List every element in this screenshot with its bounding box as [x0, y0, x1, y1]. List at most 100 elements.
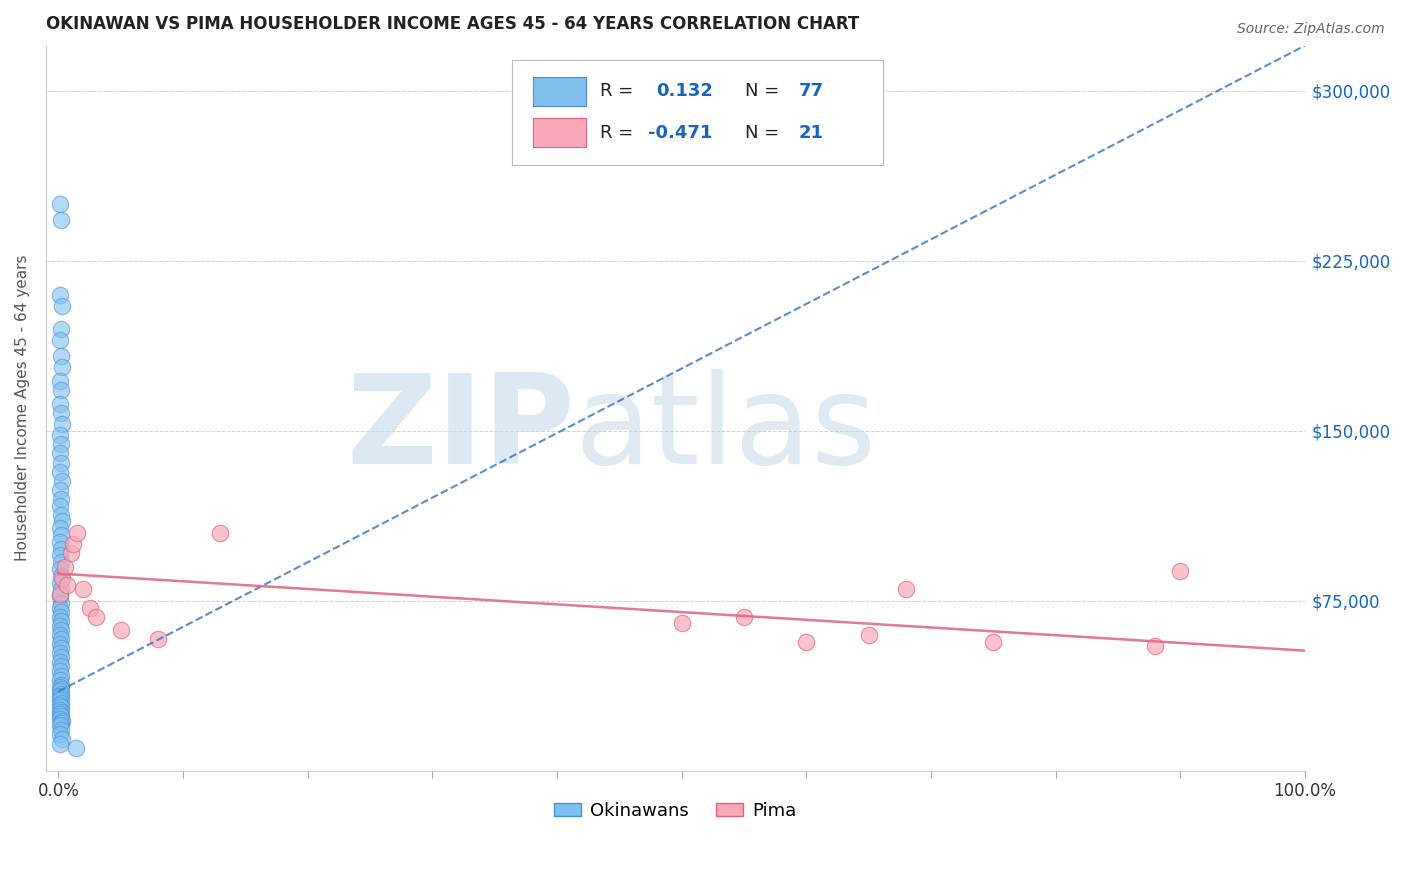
Point [49, 659, 72, 673]
Point [84, 609, 107, 624]
Point [894, 582, 917, 597]
Point [49, 596, 72, 610]
Point [51, 360, 73, 375]
Point [49, 691, 72, 706]
Point [49, 508, 72, 522]
Point [1168, 564, 1191, 578]
Text: Source: ZipAtlas.com: Source: ZipAtlas.com [1237, 22, 1385, 37]
Point [209, 525, 232, 540]
Point [49, 528, 72, 542]
Point [48, 589, 70, 603]
Point [48, 618, 70, 632]
FancyBboxPatch shape [512, 60, 883, 165]
Point [49, 682, 72, 697]
Point [48, 664, 70, 678]
Point [48, 600, 70, 615]
Point [49, 541, 72, 556]
Point [49, 687, 72, 701]
Point [48, 483, 70, 497]
Legend: Okinawans, Pima: Okinawans, Pima [547, 795, 804, 827]
Point [49, 582, 72, 597]
Point [48, 587, 70, 601]
Point [48, 673, 70, 687]
Point [49, 383, 72, 397]
Point [49, 456, 72, 470]
Point [49, 555, 72, 569]
Point [49, 624, 72, 638]
Point [48, 534, 70, 549]
Point [48, 288, 70, 302]
Point [49, 614, 72, 628]
Point [48, 428, 70, 442]
Point [49, 705, 72, 719]
Point [49, 605, 72, 619]
Point [51, 714, 73, 728]
Point [49, 569, 72, 583]
Point [48, 693, 70, 707]
Point [72, 582, 94, 597]
Point [981, 634, 1004, 648]
Point [48, 712, 70, 726]
Point [79, 600, 101, 615]
Text: R =: R = [600, 82, 638, 100]
Point [51, 299, 73, 313]
Point [51, 515, 73, 529]
Text: N =: N = [745, 124, 785, 142]
Point [51, 731, 73, 746]
Point [48, 197, 70, 211]
Point [53, 559, 76, 574]
Point [48, 628, 70, 642]
Text: R =: R = [600, 124, 638, 142]
Text: 77: 77 [799, 82, 824, 100]
Point [65, 741, 87, 756]
FancyBboxPatch shape [533, 118, 586, 147]
Text: 0.132: 0.132 [657, 82, 713, 100]
Point [48, 465, 70, 479]
Point [49, 696, 72, 710]
Point [48, 702, 70, 716]
Point [59, 546, 82, 560]
Point [49, 709, 72, 723]
Point [49, 437, 72, 451]
Text: 21: 21 [799, 124, 824, 142]
Point [48, 707, 70, 722]
Point [51, 417, 73, 431]
Point [671, 616, 693, 631]
Point [49, 632, 72, 647]
Point [48, 549, 70, 563]
Point [48, 562, 70, 576]
Point [1144, 639, 1167, 653]
Point [49, 677, 72, 691]
Point [48, 698, 70, 712]
Point [66, 525, 89, 540]
Point [48, 521, 70, 535]
Point [62, 537, 84, 551]
Point [48, 397, 70, 411]
Text: -0.471: -0.471 [648, 124, 711, 142]
Point [51, 474, 73, 488]
Text: atlas: atlas [575, 369, 877, 491]
Point [56, 578, 79, 592]
Point [49, 700, 72, 714]
Point [48, 575, 70, 590]
Point [48, 499, 70, 513]
Point [48, 609, 70, 624]
Point [49, 668, 72, 682]
Point [49, 641, 72, 656]
Point [49, 491, 72, 506]
Point [858, 628, 880, 642]
Point [146, 632, 169, 647]
Point [51, 571, 73, 585]
Point [49, 213, 72, 227]
Point [48, 689, 70, 703]
Point [48, 637, 70, 651]
Y-axis label: Householder Income Ages 45 - 64 years: Householder Income Ages 45 - 64 years [15, 255, 30, 561]
Point [49, 349, 72, 363]
Point [733, 609, 755, 624]
Point [48, 646, 70, 660]
Point [49, 322, 72, 336]
Point [48, 655, 70, 669]
Point [48, 374, 70, 388]
Point [48, 684, 70, 698]
Point [49, 723, 72, 737]
